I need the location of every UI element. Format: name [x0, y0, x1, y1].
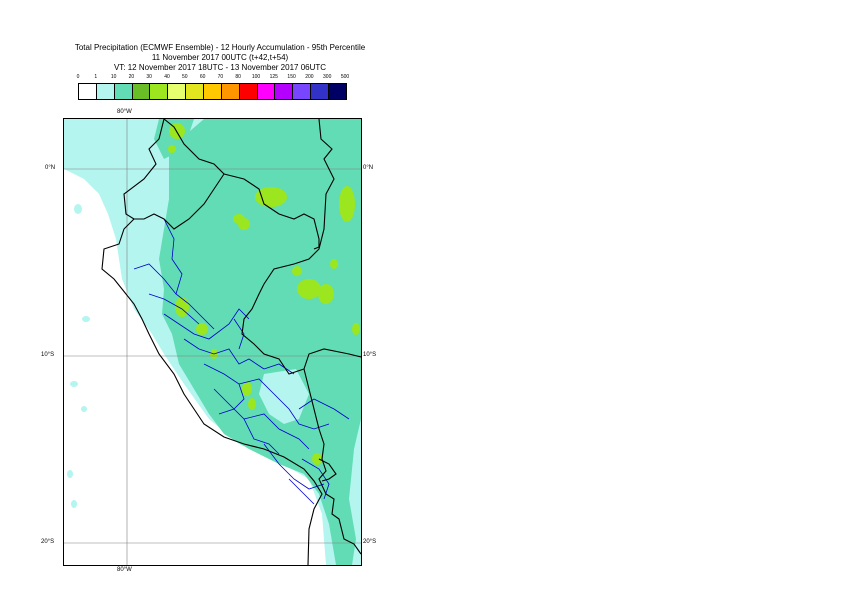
map-canvas	[64, 119, 361, 565]
colorbar-swatch	[150, 84, 169, 99]
colorbar-swatch	[132, 84, 151, 99]
colorbar-swatch	[257, 84, 276, 99]
colorbar-label: 60	[199, 74, 206, 80]
precipitation-map	[63, 118, 362, 566]
colorbar-label: 150	[287, 74, 296, 80]
colorbar-label: 0	[76, 74, 80, 80]
colorbar-label: 20	[128, 74, 135, 80]
colorbar-swatch	[168, 84, 187, 99]
colorbar-label: 70	[217, 74, 224, 80]
lat-label-right-20s: 20°S	[363, 539, 377, 545]
colorbar-label: 125	[269, 74, 278, 80]
base-time: 11 November 2017 00UTC (t+42,t+54)	[151, 53, 289, 62]
country-borders	[101, 119, 361, 565]
admin-boundaries	[133, 218, 350, 505]
lat-label-left-10s: 10°S	[41, 352, 55, 358]
colorbar-label: 40	[164, 74, 170, 80]
colorbar-swatch	[329, 84, 346, 99]
colorbar-swatch	[186, 84, 205, 99]
colorbar-swatch	[293, 84, 312, 99]
colorbar: 0 1 10 20 30 40 50 60 70 80 100 125 150 200 300 500	[76, 74, 350, 100]
colorbar-swatch	[239, 84, 258, 99]
colorbar-label: 50	[182, 74, 188, 80]
lat-label-left-20s: 20°S	[41, 539, 55, 545]
valid-time: VT: 12 November 2017 18UTC - 13 November…	[113, 63, 327, 72]
colorbar-label: 300	[323, 74, 332, 80]
colorbar-label: 30	[146, 74, 152, 80]
colorbar-swatch	[275, 84, 294, 99]
lat-label-left-0: 0°N	[45, 165, 56, 171]
lon-label-top: 80°W	[117, 109, 132, 115]
lat-label-right-10s: 10°S	[363, 352, 377, 358]
colorbar-swatch	[204, 84, 222, 99]
dry-patch	[259, 369, 309, 424]
colorbar-labels: 0 1 10 20 30 40 50 60 70 80 100 125 150 200 300 500	[76, 74, 350, 82]
colorbar-swatch	[79, 84, 97, 99]
graticule	[64, 119, 361, 565]
colorbar-swatches	[78, 83, 347, 100]
colorbar-swatch	[96, 84, 115, 99]
colorbar-swatch	[311, 84, 330, 99]
colorbar-label: 200	[305, 74, 314, 80]
lat-label-right-0: 0°N	[363, 165, 374, 171]
map-title: Total Precipitation (ECMWF Ensemble) - 1…	[74, 43, 366, 52]
colorbar-swatch	[221, 84, 240, 99]
colorbar-label: 1	[94, 74, 98, 80]
colorbar-label: 500	[340, 74, 350, 80]
colorbar-label: 10	[110, 74, 117, 80]
colorbar-label: 100	[251, 74, 261, 80]
colorbar-label: 80	[235, 74, 241, 80]
lon-label-bottom: 80°W	[117, 567, 132, 573]
colorbar-swatch	[114, 84, 133, 99]
